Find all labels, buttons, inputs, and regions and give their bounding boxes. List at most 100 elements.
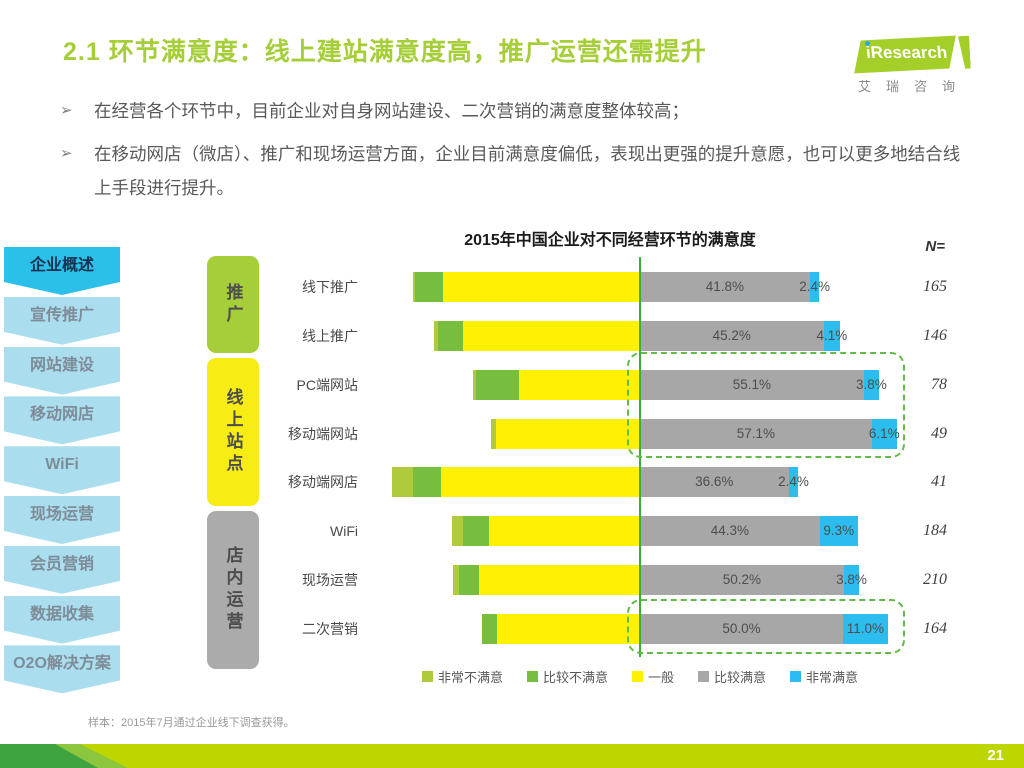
legend-swatch-icon bbox=[421, 671, 433, 682]
page-title: 2.1 环节满意度：线上建站满意度高，推广运营还需提升 bbox=[63, 38, 707, 66]
iresearch-logo: iResearch 艾瑞咨询 bbox=[854, 35, 976, 96]
category-strip-2: 线上站点 bbox=[207, 358, 259, 506]
bar-segment-satisfied bbox=[640, 419, 872, 449]
very-satisfied-value-label: 3.8% bbox=[836, 572, 867, 587]
bar-segment-satisfied bbox=[640, 321, 824, 351]
sidebar-item-5[interactable]: WiFi bbox=[4, 446, 120, 495]
very-satisfied-value-label: 4.1% bbox=[816, 328, 848, 343]
satisfied-value-label: 50.0% bbox=[722, 621, 761, 636]
category-strip-label: 线上站点 bbox=[223, 388, 243, 476]
bar-row-label: 移动端网店 bbox=[288, 474, 358, 490]
n-value: 41 bbox=[931, 473, 947, 490]
n-value: 49 bbox=[931, 425, 947, 442]
bar-segment-dissatisfied bbox=[462, 516, 489, 546]
bar-segment-very_dissatisfied bbox=[434, 321, 439, 351]
bar-segment-satisfied bbox=[640, 272, 810, 302]
bar-segment-dissatisfied bbox=[459, 565, 480, 595]
bar-segment-dissatisfied bbox=[438, 321, 464, 351]
bar-segment-satisfied bbox=[640, 565, 844, 595]
n-value: 78 bbox=[931, 376, 947, 393]
sidebar-item-4[interactable]: 移动网店 bbox=[4, 396, 120, 445]
bar-segment-neutral bbox=[488, 516, 640, 546]
bar-segment-dissatisfied bbox=[475, 370, 520, 400]
bar-segment-neutral bbox=[443, 272, 640, 302]
legend-swatch-icon bbox=[698, 671, 709, 682]
bar-segment-very_satisfied bbox=[843, 614, 888, 644]
sidebar-item-6[interactable]: 现场运营 bbox=[4, 496, 120, 544]
chart-legend: 非常不满意 比较不满意 一般 比较满意 非常满意 bbox=[280, 667, 1000, 686]
sidebar-item-7[interactable]: 会员营销 bbox=[4, 545, 120, 594]
legend-item-1: 非常不满意 bbox=[421, 667, 503, 686]
bar-row-label: 线下推广 bbox=[302, 279, 358, 295]
category-strip-3: 店内运营 bbox=[207, 511, 259, 669]
bar-segment-neutral bbox=[463, 321, 640, 351]
legend-label: 比较满意 bbox=[714, 670, 767, 685]
bar-segment-dissatisfied bbox=[412, 467, 442, 497]
satisfied-value-label: 50.2% bbox=[722, 572, 762, 587]
legend-label: 非常不满意 bbox=[437, 670, 503, 685]
satisfied-value-label: 55.1% bbox=[732, 377, 771, 392]
n-column-header: N= bbox=[925, 238, 945, 255]
sidebar-item-9[interactable]: O2O解决方案 bbox=[4, 645, 120, 694]
legend-item-5: 非常满意 bbox=[790, 667, 858, 686]
logo-slash-icon bbox=[953, 36, 971, 70]
bullet-text: 在移动网店（微店）、推广和现场运营方面，企业目前满意度偏低，表现出更强的提升意愿… bbox=[94, 144, 961, 198]
very-satisfied-value-label: 3.8% bbox=[856, 377, 887, 392]
footer-bar bbox=[0, 744, 1024, 768]
n-value: 146 bbox=[923, 327, 947, 344]
logo-brand-text: iResearch bbox=[864, 43, 949, 62]
sidebar-item-8[interactable]: 数据收集 bbox=[4, 595, 120, 644]
sidebar-item-1[interactable]: 企业概述 bbox=[4, 247, 120, 295]
sidebar-item-3[interactable]: 网站建设 bbox=[4, 346, 120, 395]
bullet-item-2: ➢ 在移动网店（微店）、推广和现场运营方面，企业目前满意度偏低，表现出更强的提升意… bbox=[60, 137, 965, 205]
bar-segment-neutral bbox=[441, 467, 640, 497]
satisfied-value-label: 41.8% bbox=[705, 279, 744, 294]
bar-segment-very_satisfied bbox=[863, 370, 880, 400]
bar-segment-very_satisfied bbox=[788, 467, 799, 497]
n-value: 164 bbox=[923, 620, 947, 637]
bar-segment-satisfied bbox=[640, 614, 843, 644]
legend-label: 非常满意 bbox=[806, 670, 859, 685]
bar-segment-dissatisfied bbox=[415, 272, 444, 302]
n-value: 210 bbox=[923, 571, 947, 588]
legend-swatch-icon bbox=[631, 671, 643, 682]
legend-item-3: 一般 bbox=[631, 667, 674, 686]
bar-segment-very_dissatisfied bbox=[392, 467, 413, 497]
sample-footnote: 样本：2015年7月通过企业线下调查获得。 bbox=[88, 717, 295, 729]
bar-segment-very_satisfied bbox=[809, 272, 820, 302]
very-satisfied-value-label: 2.4% bbox=[778, 474, 809, 489]
legend-item-2: 比较不满意 bbox=[526, 667, 608, 686]
satisfied-value-label: 45.2% bbox=[712, 328, 751, 343]
highlight-box-websites bbox=[627, 352, 905, 458]
n-value: 165 bbox=[923, 278, 947, 295]
satisfied-value-label: 36.6% bbox=[695, 474, 734, 489]
bar-segment-neutral bbox=[519, 370, 640, 400]
category-strip-label: 推广 bbox=[223, 282, 243, 327]
bar-segment-very_dissatisfied bbox=[453, 565, 460, 595]
arrow-bullet-icon: ➢ bbox=[60, 145, 73, 162]
bar-segment-very_satisfied bbox=[843, 565, 860, 595]
highlight-box-remarketing bbox=[627, 599, 905, 654]
bar-segment-dissatisfied bbox=[481, 614, 498, 644]
legend-label: 比较不满意 bbox=[542, 670, 608, 685]
very-satisfied-value-label: 2.4% bbox=[799, 279, 830, 294]
bar-segment-satisfied bbox=[640, 467, 789, 497]
very-satisfied-value-label: 11.0% bbox=[846, 621, 884, 636]
bar-row-label: 二次营销 bbox=[302, 621, 358, 637]
bar-segment-very_satisfied bbox=[823, 321, 841, 351]
legend-label: 一般 bbox=[647, 670, 674, 685]
category-strip-label: 店内运营 bbox=[223, 546, 243, 634]
bar-segment-very_dissatisfied bbox=[413, 272, 416, 302]
very-satisfied-value-label: 9.3% bbox=[823, 523, 855, 538]
page-number: 21 bbox=[987, 747, 1004, 764]
bar-segment-very_dissatisfied bbox=[473, 370, 476, 400]
bar-row-label: 现场运营 bbox=[302, 572, 358, 588]
chart-title: 2015年中国企业对不同经营环节的满意度 bbox=[464, 232, 756, 249]
category-strip-1: 推广 bbox=[207, 256, 259, 353]
bullet-text: 在经营各个环节中，目前企业对自身网站建设、二次营销的满意度整体较高； bbox=[94, 101, 689, 121]
satisfied-value-label: 44.3% bbox=[710, 523, 750, 538]
sidebar-item-2[interactable]: 宣传推广 bbox=[4, 296, 120, 345]
very-satisfied-value-label: 6.1% bbox=[868, 426, 900, 441]
bar-row-label: PC端网站 bbox=[296, 377, 358, 393]
